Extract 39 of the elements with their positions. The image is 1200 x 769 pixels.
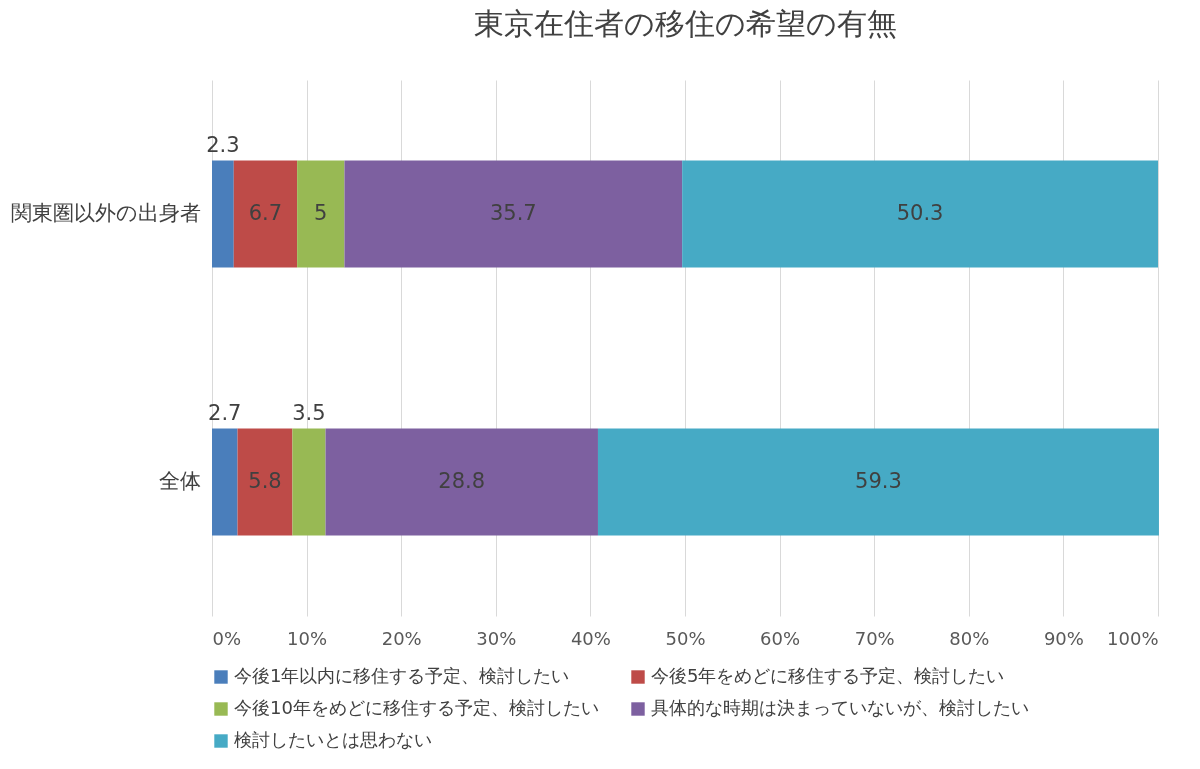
data-label: 59.3: [855, 469, 902, 493]
chart-title: 東京在住者の移住の希望の有無: [473, 6, 897, 41]
data-label: 5.8: [248, 469, 282, 493]
x-tick-label: 90%: [1043, 627, 1084, 649]
bar: [597, 428, 1159, 536]
data-label: 2.3: [206, 133, 240, 157]
legend-label: 検討したいとは思わない: [234, 729, 432, 750]
data-label: 3.5: [292, 401, 326, 425]
x-tick-label: 40%: [570, 627, 611, 649]
x-tick-label: 10%: [287, 627, 328, 649]
data-label: 6.7: [248, 201, 283, 225]
x-tick-label: 60%: [760, 627, 801, 649]
data-label: 50.3: [896, 201, 944, 225]
bar: [212, 160, 234, 268]
legend-label: 今後1年以内に移住する予定、検討したい: [234, 665, 570, 686]
legend-label: 今後5年をめどに移住する予定、検討したい: [651, 665, 1005, 686]
bar: [297, 160, 345, 268]
x-tick-label: 80%: [949, 627, 990, 649]
legend-label: 具体的な時期は決まっていないが、検討したい: [651, 697, 1029, 718]
legend-label: 今後10年をめどに移住する予定、検討したい: [234, 697, 599, 718]
bar: [233, 160, 298, 268]
x-tick-label: 100%: [1107, 627, 1159, 649]
bar: [237, 428, 293, 536]
data-label: 2.7: [208, 401, 242, 425]
x-tick-label: 70%: [854, 627, 895, 649]
data-label: 35.7: [489, 201, 537, 225]
x-tick-label: 50%: [665, 627, 706, 649]
x-tick-label: 20%: [381, 627, 422, 649]
y-tick-label: 全体: [158, 469, 201, 493]
x-tick-label: 0%: [212, 627, 242, 649]
bar: [292, 428, 326, 536]
bar: [325, 428, 598, 536]
data-label: 5: [314, 201, 328, 225]
bar: [344, 160, 683, 268]
data-label: 28.8: [438, 469, 486, 493]
bar: [212, 428, 238, 536]
bar: [682, 160, 1158, 268]
x-tick-label: 30%: [476, 627, 517, 649]
y-tick-label: 関東圏以外の出身者: [10, 201, 201, 225]
